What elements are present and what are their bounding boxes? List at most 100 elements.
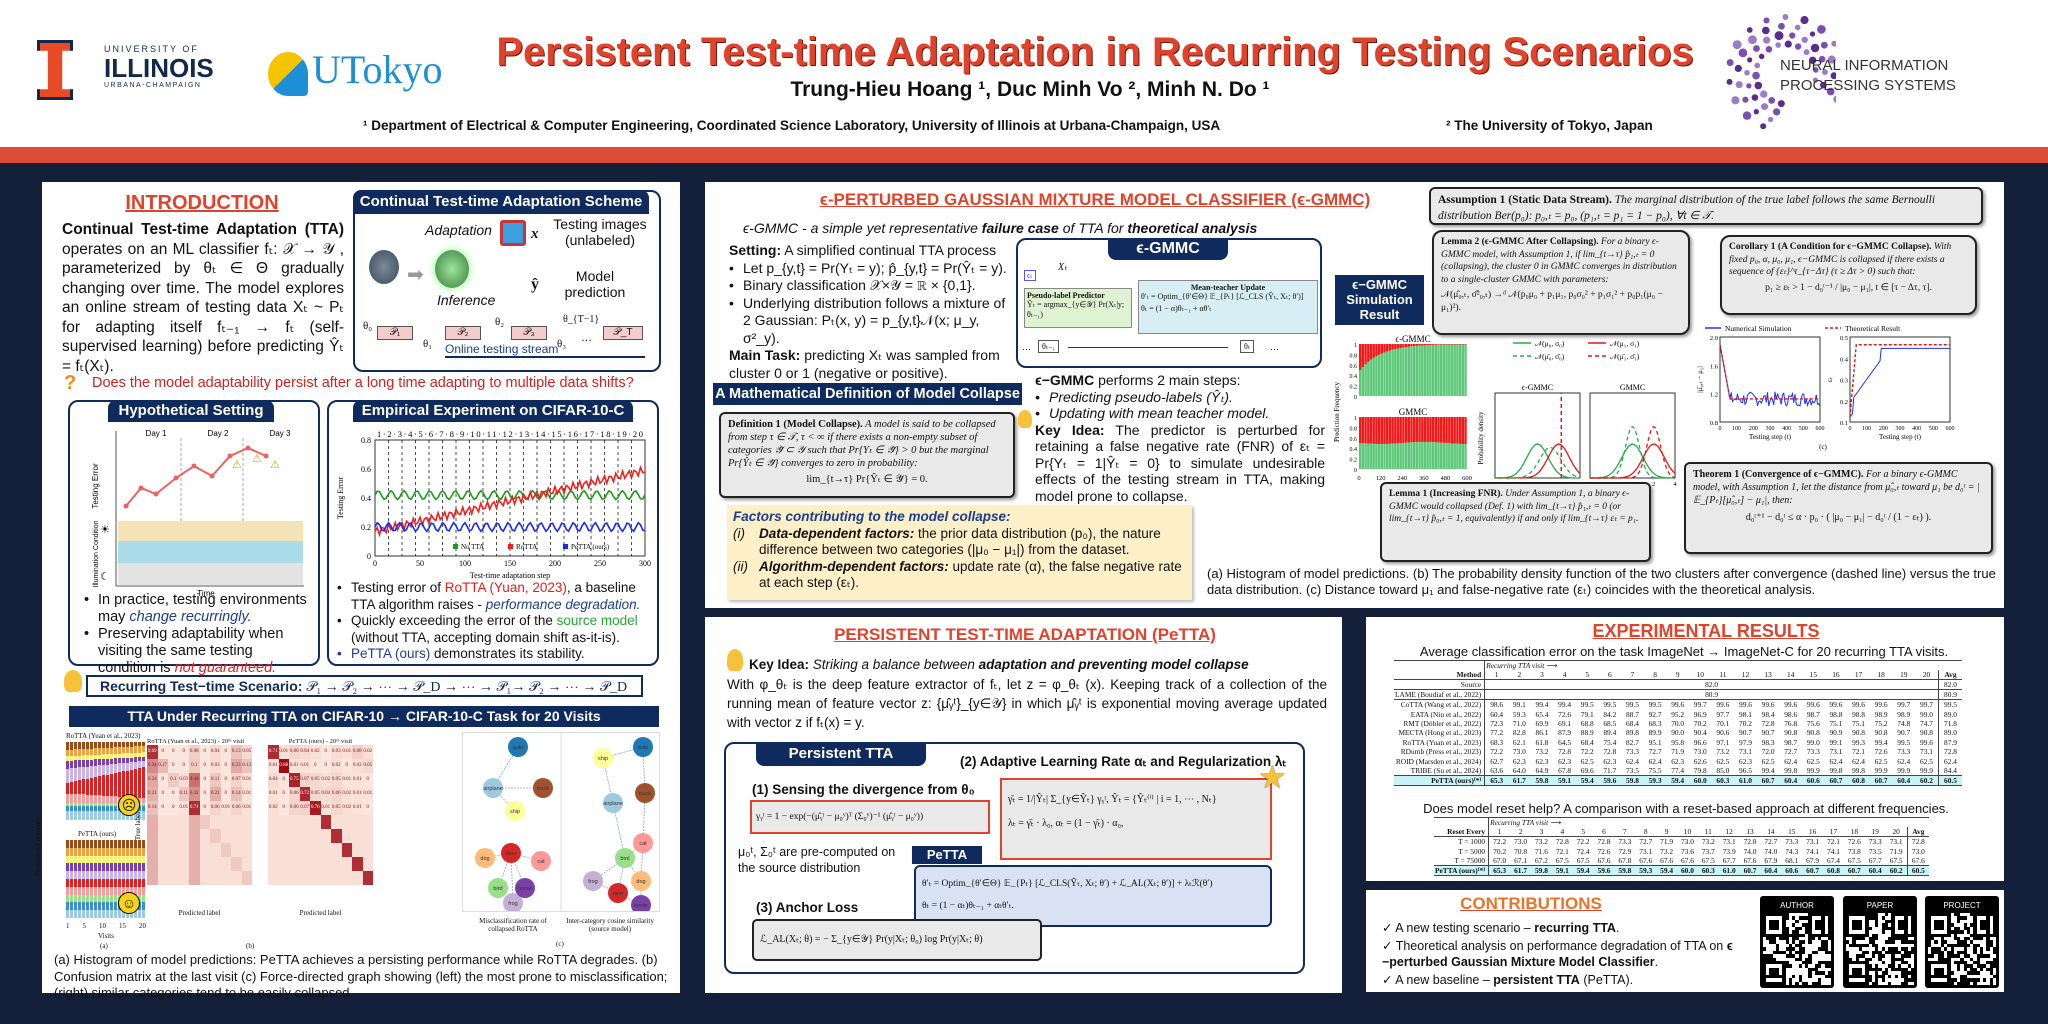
qr-module	[1950, 916, 1954, 920]
bar-segment	[122, 910, 125, 918]
bar-green	[1380, 444, 1383, 469]
bar-segment	[74, 760, 77, 768]
qr-module	[1897, 940, 1902, 944]
bar-red	[1410, 344, 1413, 347]
class-node	[501, 843, 521, 863]
value-cell: 72.7	[1784, 747, 1798, 757]
bar-segment	[106, 747, 109, 755]
cm-cell: 0.08	[189, 745, 200, 759]
bar-segment	[78, 871, 81, 880]
bar-segment	[86, 755, 89, 760]
bar-segment	[102, 863, 105, 872]
qr-module	[1901, 960, 1905, 965]
bar-segment	[66, 810, 69, 820]
bar-red	[1458, 417, 1462, 444]
qr-module	[1875, 967, 1879, 972]
value-cell: 60.4	[1490, 709, 1504, 719]
qr-module	[1818, 930, 1822, 934]
qr-module	[1957, 933, 1961, 937]
avg-cell: 89.0	[1937, 728, 1962, 738]
class-node	[488, 878, 508, 898]
bar-green	[1410, 346, 1413, 396]
bar-red	[1458, 344, 1462, 345]
qr-module	[1788, 923, 1793, 927]
tick-label: 1	[66, 922, 70, 930]
value-cell: 73.0	[1512, 747, 1526, 757]
qr-module	[1858, 936, 1863, 941]
node-label: cat	[639, 841, 647, 847]
qr-module	[1785, 926, 1789, 931]
qr-module	[1891, 981, 1895, 985]
qr-module	[1782, 930, 1786, 934]
subfigure-label: (c)	[1819, 443, 1827, 451]
qr-module	[1805, 978, 1809, 982]
bar-segment	[78, 749, 81, 756]
steps-title: ϵ−GMMC	[1035, 372, 1095, 388]
value-cell: 73.3	[1614, 836, 1636, 847]
qr-module	[1947, 957, 1951, 961]
bar-segment	[138, 752, 141, 758]
qr-module	[1865, 930, 1869, 934]
qr-module	[1960, 947, 1964, 951]
value-cell: 99.1	[1829, 737, 1843, 747]
qr-module	[1884, 919, 1889, 924]
qr-module	[1871, 943, 1876, 948]
qr-module	[1782, 967, 1786, 972]
qr-module	[1953, 926, 1958, 931]
qr-module	[1976, 981, 1980, 985]
qr-module	[1808, 978, 1812, 982]
visit-header: 13	[1764, 670, 1772, 680]
qr-module	[1904, 940, 1908, 944]
bar-red	[1413, 344, 1416, 347]
bar-red	[1364, 417, 1367, 444]
qr-module	[1973, 936, 1977, 941]
qr-module	[1901, 943, 1905, 948]
bar-green	[1431, 442, 1435, 469]
qr-module	[1897, 926, 1902, 931]
night-band	[118, 563, 303, 585]
bar-segment	[66, 782, 69, 794]
qr-module	[1953, 936, 1958, 941]
qr-module	[1801, 950, 1806, 955]
visit-header: 5	[1585, 670, 1590, 680]
value-cell: 95.8	[1671, 737, 1685, 747]
method-header: Method	[1394, 670, 1486, 680]
bar-red	[1421, 344, 1424, 346]
qr-module	[1805, 930, 1809, 934]
qr-module	[1779, 960, 1783, 965]
value-cell: 73.2	[1535, 747, 1549, 757]
qr-code-author[interactable]: AUTHOR	[1760, 896, 1834, 988]
qr-module	[1805, 936, 1809, 941]
qr-module	[1811, 960, 1815, 965]
qr-module	[1891, 974, 1895, 979]
qr-module	[1868, 967, 1872, 972]
qr-module	[1947, 919, 1951, 924]
qr-module	[1782, 960, 1786, 965]
qr-module	[1814, 913, 1819, 917]
visit-header: 6	[1602, 827, 1606, 837]
qr-module	[1904, 923, 1908, 927]
qr-module	[1973, 971, 1977, 975]
citation-link[interactable]: RoTTA (Yuan, 2023)	[444, 580, 567, 595]
bar-segment	[66, 742, 69, 750]
qr-code-project[interactable]: PROJECT	[1925, 896, 1999, 988]
value-cell: 67.9	[1764, 855, 1778, 865]
bar-segment	[122, 840, 125, 848]
logo-dot-icon	[1746, 83, 1752, 89]
cm-cell: 0.01	[268, 791, 278, 796]
qr-module	[1808, 926, 1812, 931]
value-cell: 71.9	[1889, 846, 1903, 856]
legend-label: 𝒩(μ̂₀, σ̂₀)	[1535, 352, 1565, 361]
qr-code-paper[interactable]: PAPER	[1843, 896, 1917, 988]
qr-module	[1989, 954, 1993, 958]
value-cell: 67.4	[1827, 855, 1840, 865]
qr-module	[1957, 923, 1961, 927]
qr-module	[1881, 960, 1885, 965]
qr-module	[1976, 967, 1980, 972]
logo-dot-icon	[1827, 55, 1836, 64]
qr-module	[1891, 971, 1895, 975]
qr-module	[1852, 954, 1856, 958]
qr-module	[1992, 947, 1996, 951]
qr-module	[1852, 936, 1856, 941]
qr-module	[1970, 947, 1974, 951]
